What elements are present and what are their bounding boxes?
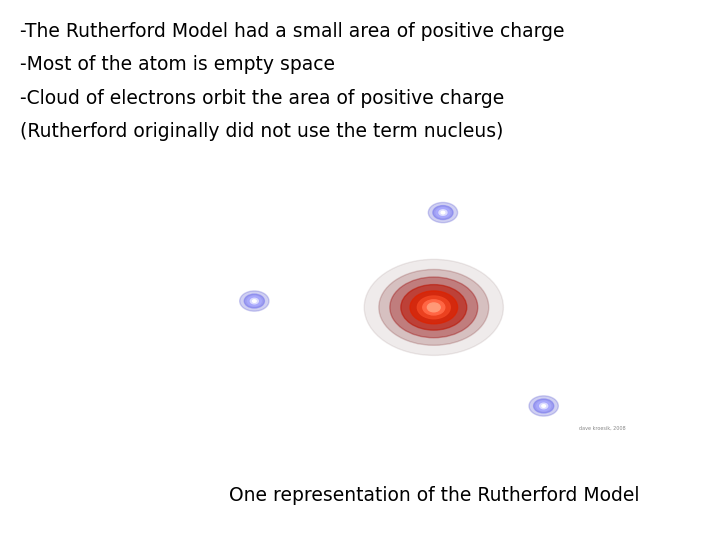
Text: (Rutherford originally did not use the term nucleus): (Rutherford originally did not use the t… — [20, 122, 503, 141]
Circle shape — [401, 285, 467, 330]
Circle shape — [529, 396, 558, 416]
Circle shape — [379, 269, 489, 345]
Circle shape — [251, 298, 258, 304]
Circle shape — [240, 291, 269, 311]
Circle shape — [244, 294, 264, 308]
Circle shape — [433, 206, 453, 220]
Circle shape — [364, 259, 503, 355]
Text: -The Rutherford Model had a small area of positive charge: -The Rutherford Model had a small area o… — [20, 22, 564, 40]
Text: -Cloud of electrons orbit the area of positive charge: -Cloud of electrons orbit the area of po… — [20, 89, 505, 107]
Circle shape — [540, 403, 548, 409]
Text: One representation of the Rutherford Model: One representation of the Rutherford Mod… — [228, 486, 639, 505]
Circle shape — [542, 404, 546, 407]
Circle shape — [410, 291, 458, 324]
Circle shape — [428, 303, 440, 312]
Circle shape — [439, 210, 447, 215]
Circle shape — [423, 300, 445, 315]
Circle shape — [436, 208, 450, 218]
Circle shape — [536, 401, 551, 411]
Circle shape — [441, 211, 445, 214]
Circle shape — [390, 277, 478, 338]
Circle shape — [534, 399, 554, 413]
Circle shape — [418, 296, 450, 319]
Circle shape — [428, 202, 458, 222]
Circle shape — [253, 300, 256, 302]
Text: dave kroesik, 2008: dave kroesik, 2008 — [580, 426, 626, 431]
Text: -Most of the atom is empty space: -Most of the atom is empty space — [20, 55, 336, 74]
Circle shape — [248, 296, 261, 306]
